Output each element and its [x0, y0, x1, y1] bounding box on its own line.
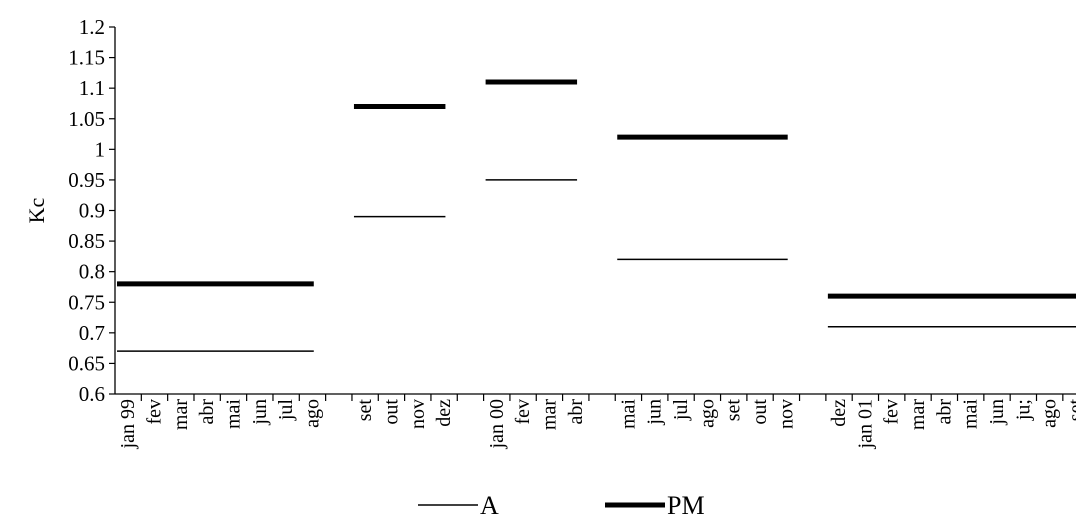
- x-tick-label: abr: [565, 399, 587, 425]
- legend-label-a: A: [480, 491, 499, 518]
- x-axis-ticks: jan 99 fev mar abr mai jun jul ago set out nov dez j…: [117, 394, 1076, 449]
- y-tick-label: 0.85: [68, 229, 105, 253]
- y-tick-label: 0.75: [68, 290, 105, 314]
- x-tick-label: dez: [828, 399, 850, 427]
- y-tick-label: 0.95: [68, 168, 105, 192]
- x-tick-label: fev: [881, 399, 903, 425]
- y-tick-label: 1.1: [79, 76, 105, 100]
- x-tick-label: jun: [249, 399, 271, 426]
- x-tick-label: nov: [407, 399, 429, 429]
- y-tick-label: 0.6: [79, 382, 105, 406]
- y-tick-label: 1.15: [68, 46, 105, 70]
- y-tick-label: 1: [95, 137, 106, 161]
- x-tick-label: fev: [512, 399, 534, 425]
- y-axis-label: Kc: [24, 197, 49, 223]
- x-tick-label: mai: [222, 399, 244, 429]
- x-tick-label: mai: [960, 399, 982, 429]
- y-tick-label: 1.05: [68, 107, 105, 131]
- x-tick-label: abr: [933, 399, 955, 425]
- x-tick-label: jan 99: [117, 399, 139, 449]
- x-tick-label: out: [380, 399, 402, 425]
- x-tick-label: jul: [275, 399, 297, 422]
- y-axis-ticks: 0.6 0.65 0.7 0.75 0.8 0.85 0.9 0.95 1 1.05 1.1 1.15…: [68, 15, 115, 406]
- x-tick-label: mar: [907, 399, 929, 430]
- x-tick-label: ago: [301, 399, 323, 428]
- x-tick-label: set: [723, 399, 745, 422]
- y-tick-label: 0.8: [79, 260, 105, 284]
- x-tick-label: nov: [775, 399, 797, 429]
- series-a: [117, 179, 1076, 352]
- x-tick-label: mai: [617, 399, 639, 429]
- plot-area: 0.6 0.65 0.7 0.75 0.8 0.85 0.9 0.95 1 1.05 1.1 1.15…: [68, 15, 1076, 449]
- x-tick-label: set: [1065, 399, 1076, 422]
- y-tick-label: 0.7: [79, 321, 105, 345]
- legend: A PM: [418, 491, 705, 518]
- x-tick-label: dez: [433, 399, 455, 427]
- x-tick-label: jan 00: [486, 399, 508, 449]
- y-tick-label: 1.2: [79, 15, 105, 39]
- x-tick-label: fev: [143, 399, 165, 425]
- series-pm: [117, 79, 1076, 299]
- y-tick-label: 0.9: [79, 199, 105, 223]
- x-tick-label: jan 01: [854, 399, 876, 449]
- x-tick-label: jun: [986, 399, 1008, 426]
- x-tick-label: jun: [644, 399, 666, 426]
- x-tick-label: out: [749, 399, 771, 425]
- x-tick-label: ago: [696, 399, 718, 428]
- series-layer: [117, 79, 1076, 352]
- legend-label-pm: PM: [667, 491, 705, 518]
- x-tick-label: ju;: [1012, 399, 1034, 421]
- x-tick-label: mar: [170, 399, 192, 430]
- x-tick-label: jul: [670, 399, 692, 422]
- y-tick-label: 0.65: [68, 351, 105, 375]
- x-tick-label: set: [354, 399, 376, 422]
- x-tick-label: ago: [1039, 399, 1061, 428]
- x-tick-label: abr: [196, 399, 218, 425]
- x-tick-label: mar: [538, 399, 560, 430]
